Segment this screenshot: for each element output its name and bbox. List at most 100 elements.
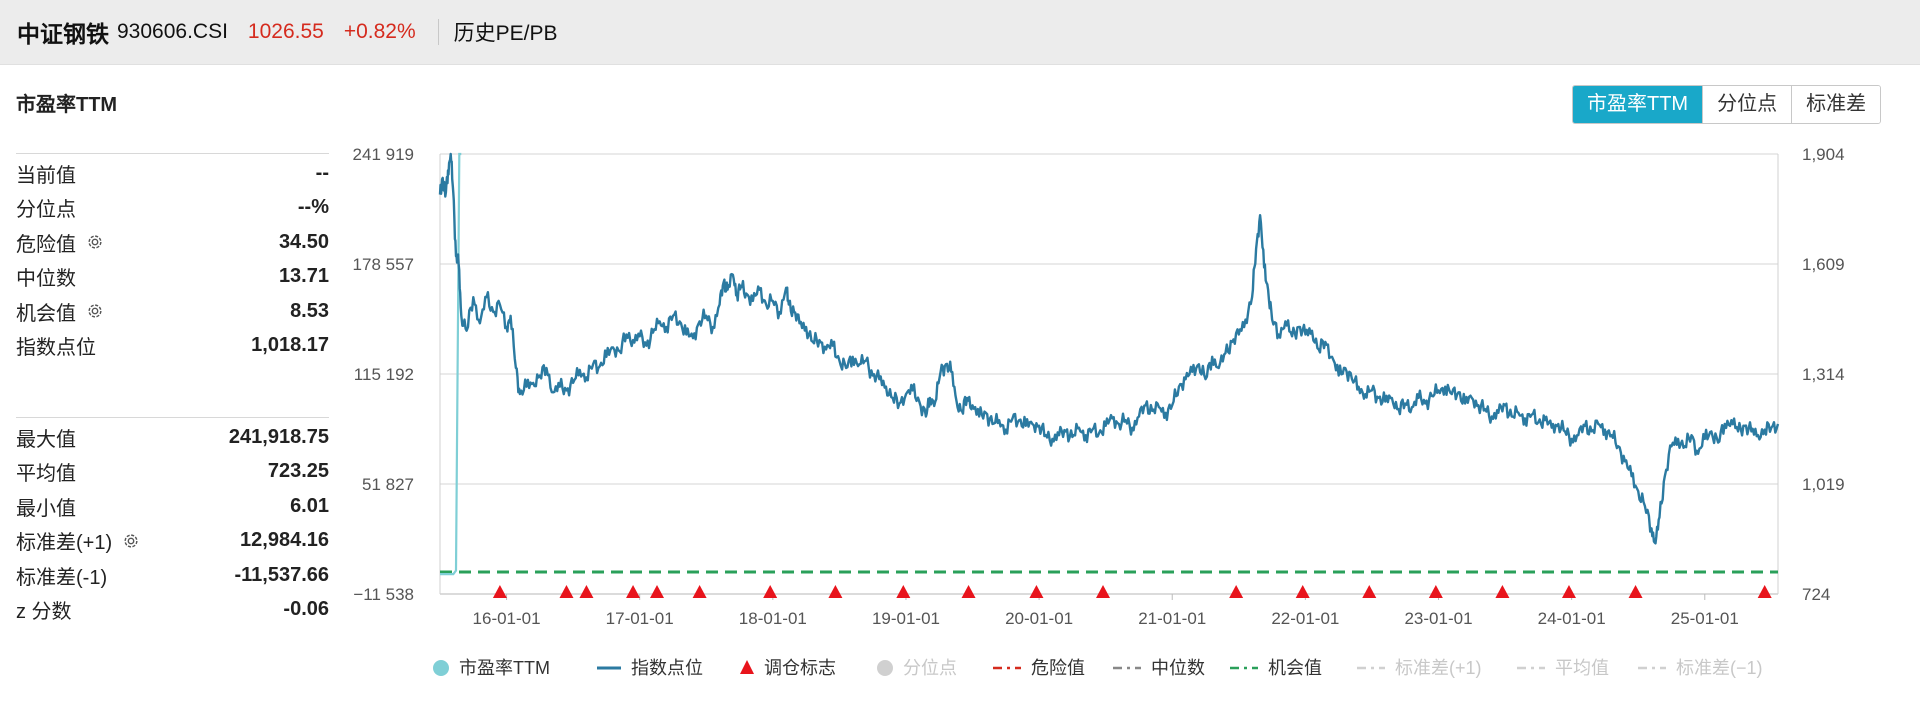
x-tick-label: 16-01-01 (473, 609, 541, 628)
left-tick-label: −11 538 (353, 585, 414, 604)
legend-item-label[interactable]: 危险值 (1031, 658, 1085, 678)
tab-percentile[interactable]: 分位点 (1702, 86, 1792, 123)
rebalance-marker-icon (650, 585, 665, 598)
x-tick-label: 22-01-01 (1271, 609, 1339, 628)
legend-item-label[interactable]: 标准差(+1) (1395, 658, 1482, 678)
index-point-line (438, 152, 1780, 545)
stat-row: z 分数 -0.06 (16, 593, 329, 628)
stat-label: 最大值 (16, 423, 76, 452)
stat-label: 标准差(+1) (16, 526, 140, 555)
x-tick-label: 24-01-01 (1538, 609, 1606, 628)
right-tick-label: 1,609 (1802, 255, 1845, 274)
left-tick-label: 178 557 (353, 255, 414, 274)
rebalance-marker-icon (1029, 585, 1044, 598)
stat-label-text: 最大值 (16, 428, 76, 451)
index-change: +0.82% (343, 20, 416, 43)
rebalance-marker-icon (1428, 585, 1443, 598)
history-pe-pb-link[interactable]: 历史PE/PB (453, 22, 558, 45)
x-tick-label: 19-01-01 (872, 609, 940, 628)
pe-ttm-line (440, 152, 462, 576)
stat-label-text: 当前值 (16, 164, 76, 187)
legend-item-label[interactable]: 平均值 (1555, 658, 1609, 678)
stat-row: 指数点位 1,018.17 (16, 329, 329, 364)
stat-label: 标准差(-1) (16, 561, 107, 590)
stat-row: 中位数 13.71 (16, 260, 329, 295)
stats-summary: 最大值 241,918.75 平均值 723.25 最小值 6.01 标准差(+1) 12,9… (16, 417, 329, 627)
stat-row: 最小值 6.01 (16, 489, 329, 524)
stat-row: 危险值 34.50 (16, 225, 329, 260)
rebalance-marker-icon (579, 585, 594, 598)
top-bar: 中证钢铁 930606.CSI 1026.55 +0.82% 历史PE/PB (0, 0, 1920, 65)
x-tick-label: 20-01-01 (1005, 609, 1073, 628)
legend-item-label[interactable]: 机会值 (1268, 658, 1322, 678)
index-name: 中证钢铁 (17, 21, 109, 47)
stat-row: 标准差(+1) 12,984.16 (16, 524, 329, 559)
legend-item-label[interactable]: 标准差(−1) (1676, 658, 1763, 678)
rebalance-marker-icon (763, 585, 778, 598)
stat-value: 13.71 (278, 265, 329, 288)
stat-value: --% (297, 196, 329, 219)
stat-label-text: 危险值 (16, 233, 76, 256)
legend-item-label[interactable]: 调仓标志 (764, 658, 836, 678)
metric-tabs: 市盈率TTM 分位点 标准差 (1572, 85, 1882, 124)
right-tick-label: 1,019 (1802, 475, 1845, 494)
rebalance-marker-icon (1495, 585, 1510, 598)
stat-label: 分位点 (16, 193, 76, 222)
gear-icon[interactable] (86, 302, 104, 320)
stat-value: 6.01 (290, 494, 329, 517)
left-tick-label: 115 192 (354, 365, 414, 384)
stat-label: 机会值 (16, 297, 104, 326)
stat-value: 12,984.16 (240, 529, 329, 552)
rebalance-marker-icon (1561, 585, 1576, 598)
left-tick-label: 51 827 (362, 475, 414, 494)
rebalance-marker-icon (961, 585, 976, 598)
legend-triangle-icon (740, 660, 754, 674)
stat-label: z 分数 (16, 595, 72, 624)
right-tick-label: 1,314 (1802, 365, 1845, 384)
stat-label-text: 标准差(-1) (16, 566, 108, 589)
rebalance-marker-icon (492, 585, 507, 598)
tab-pe-ttm[interactable]: 市盈率TTM (1573, 86, 1703, 123)
stats-current: 当前值 -- 分位点 --% 危险值 34.50 中位数 13.71 机会值 8.53 指数点位 1,… (16, 153, 329, 363)
stat-label: 危险值 (16, 228, 104, 257)
stat-value: -11,537.66 (234, 563, 329, 586)
legend-item-label[interactable]: 指数点位 (631, 658, 703, 678)
stat-label-text: 最小值 (16, 497, 76, 520)
stat-row: 当前值 -- (16, 156, 329, 191)
stat-label-text: z 分数 (16, 601, 72, 624)
rebalance-marker-icon (828, 585, 843, 598)
legend-circle-icon (433, 660, 449, 676)
gear-icon[interactable] (122, 532, 140, 550)
index-code: 930606.CSI (117, 20, 228, 43)
stat-label-text: 中位数 (16, 268, 76, 291)
stat-row: 平均值 723.25 (16, 455, 329, 490)
stat-row: 分位点 --% (16, 191, 329, 226)
index-price: 1026.55 (247, 20, 324, 43)
stat-label: 中位数 (16, 262, 76, 291)
rebalance-marker-icon (896, 585, 911, 598)
legend-item-label[interactable]: 中位数 (1151, 658, 1205, 678)
stat-value: -- (315, 161, 329, 184)
legend-item-label[interactable]: 市盈率TTM (459, 658, 550, 678)
left-tick-label: 241 919 (353, 145, 414, 164)
panel-title: 市盈率TTM (16, 94, 118, 116)
rebalance-marker-icon (1757, 585, 1772, 598)
rebalance-marker-icon (559, 585, 574, 598)
x-tick-label: 23-01-01 (1404, 609, 1472, 628)
stat-label-text: 标准差(+1) (16, 532, 113, 555)
stat-row: 最大值 241,918.75 (16, 420, 329, 455)
stat-row: 标准差(-1) -11,537.66 (16, 558, 329, 593)
x-tick-label: 25-01-01 (1671, 609, 1739, 628)
tab-std-dev[interactable]: 标准差 (1791, 86, 1881, 123)
x-tick-label: 18-01-01 (739, 609, 807, 628)
right-tick-label: 724 (1802, 585, 1830, 604)
rebalance-marker-icon (626, 585, 641, 598)
gear-icon[interactable] (86, 233, 104, 251)
rebalance-marker-icon (1362, 585, 1377, 598)
x-tick-label: 17-01-01 (606, 609, 674, 628)
stat-value: 241,918.75 (228, 425, 329, 448)
legend-item-label[interactable]: 分位点 (903, 658, 957, 678)
stat-value: -0.06 (283, 598, 329, 621)
rebalance-marker-icon (1628, 585, 1643, 598)
